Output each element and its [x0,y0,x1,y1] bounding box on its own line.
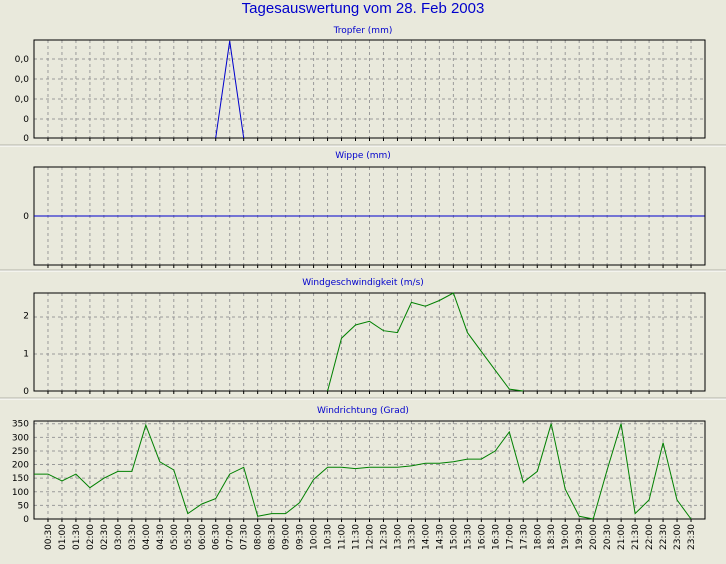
x-tick-label: 02:00 [86,524,96,550]
x-tick-label: 13:30 [407,524,417,550]
x-tick-label: 05:00 [170,524,180,550]
x-tick-label: 17:00 [505,524,515,550]
x-tick-label: 13:00 [394,524,404,550]
x-tick-label: 15:30 [463,524,473,550]
x-tick-label: 10:00 [310,524,320,550]
x-tick-label: 03:30 [128,524,138,550]
x-tick-label: 11:00 [338,524,348,550]
y-tick-label: 250 [12,447,29,457]
series-line [34,423,692,520]
x-tick-label: 20:30 [603,524,613,550]
x-tick-label: 12:00 [366,524,376,550]
x-tick-label: 07:30 [240,524,250,550]
x-tick-label: 05:30 [184,524,194,550]
x-tick-label: 14:30 [435,524,445,550]
y-tick-label: 0 [23,115,29,125]
y-tick-label: 0 [23,134,29,144]
x-tick-label: 07:00 [226,524,236,550]
x-tick-label: 02:30 [100,524,110,550]
x-tick-label: 21:00 [617,524,627,550]
page-title: Tagesauswertung vom 28. Feb 2003 [241,0,485,17]
x-tick-label: 12:30 [380,524,390,550]
x-tick-label: 23:30 [687,524,697,550]
x-tick-label: 17:30 [519,524,529,550]
x-tick-label: 09:30 [296,524,306,550]
y-tick-label: 0 [23,515,29,525]
x-tick-label: 09:00 [282,524,292,550]
x-tick-label: 01:00 [58,524,68,550]
y-tick-label: 150 [12,474,29,484]
x-tick-label: 21:30 [631,524,641,550]
y-tick-label: 0,0 [15,75,30,85]
x-tick-label: 08:00 [254,524,264,550]
panel-title: Tropfer (mm) [333,26,393,36]
x-tick-label: 03:00 [114,524,124,550]
series-line [327,292,524,392]
x-tick-label: 18:00 [533,524,543,550]
y-tick-label: 200 [12,461,29,471]
y-tick-label: 50 [18,501,30,511]
y-tick-label: 300 [12,433,29,443]
y-tick-label: 0,0 [15,55,30,65]
panel-title: Windrichtung (Grad) [317,406,409,416]
panel-title: Wippe (mm) [335,151,391,161]
x-tick-label: 16:00 [477,524,487,550]
x-tick-label: 06:30 [212,524,222,550]
x-tick-label: 23:00 [673,524,683,550]
x-tick-label: 22:30 [659,524,669,550]
x-tick-label: 15:00 [449,524,459,550]
x-tick-label: 19:30 [575,524,585,550]
x-tick-label: 08:30 [268,524,278,550]
x-tick-label: 22:00 [645,524,655,550]
x-tick-label: 11:30 [352,524,362,550]
x-tick-label: 18:30 [547,524,557,550]
x-tick-label: 20:00 [589,524,599,550]
y-tick-label: 0 [23,387,29,397]
series-line [215,40,245,139]
x-tick-label: 00:30 [44,524,54,550]
x-tick-label: 19:00 [561,524,571,550]
panel-title: Windgeschwindigkeit (m/s) [302,278,424,288]
x-tick-label: 06:00 [198,524,208,550]
y-tick-label: 350 [12,420,29,430]
x-tick-label: 16:30 [491,524,501,550]
y-tick-label: 0,0 [15,95,30,105]
y-tick-label: 100 [12,488,29,498]
x-tick-label: 01:30 [72,524,82,550]
y-tick-label: 2 [23,312,29,322]
y-tick-label: 0 [23,212,29,222]
y-tick-label: 1 [23,349,29,359]
x-tick-label: 14:00 [421,524,431,550]
x-tick-label: 04:30 [156,524,166,550]
x-tick-label: 10:30 [324,524,334,550]
x-tick-label: 04:00 [142,524,152,550]
